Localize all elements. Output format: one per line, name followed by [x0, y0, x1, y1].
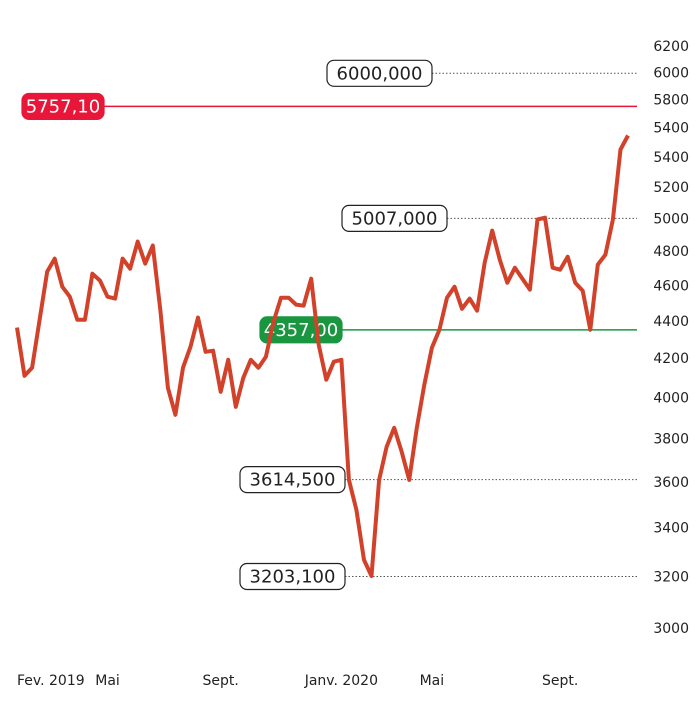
annotation-label: 3203,100	[250, 566, 336, 587]
annotation-box	[239, 466, 346, 494]
y-tick-label: 5400	[653, 150, 689, 166]
y-tick-label: 4800	[653, 244, 689, 260]
annotation-label: 3614,500	[250, 470, 336, 491]
annotation-box	[239, 562, 346, 591]
x-tick-label: Mai	[420, 673, 445, 689]
y-tick-label: 3200	[653, 569, 689, 585]
y-tick-label: 4400	[653, 314, 689, 330]
x-tick-label: Mai	[95, 673, 120, 689]
x-tick-label: Fev. 2019	[17, 673, 85, 689]
annotation-label: 5007,000	[352, 208, 438, 229]
y-tick-label: 4200	[653, 351, 689, 367]
y-tick-label: 4000	[653, 390, 689, 406]
y-tick-label: 5400	[653, 121, 689, 137]
annotation-box	[21, 92, 105, 121]
y-tick-label: 3600	[653, 475, 689, 491]
x-tick-label: Sept.	[203, 673, 239, 689]
y-tick-label: 4600	[653, 278, 689, 294]
price-line	[15, 134, 630, 578]
annotation-label: 5757,10	[26, 96, 100, 117]
y-tick-label: 5800	[653, 92, 689, 108]
annotation-label: 6000,000	[337, 63, 423, 84]
annotation-box	[326, 59, 433, 87]
y-tick-label: 3800	[653, 431, 689, 447]
y-tick-label: 5200	[653, 180, 689, 196]
annotation-box	[341, 204, 448, 232]
y-tick-label: 6000	[653, 65, 689, 81]
x-tick-label: Sept.	[542, 673, 578, 689]
y-tick-label: 3400	[653, 521, 689, 537]
y-tick-label: 6200	[653, 39, 689, 55]
y-tick-label: 5000	[653, 211, 689, 227]
x-tick-label: Janv. 2020	[304, 673, 378, 689]
y-tick-label: 3000	[653, 621, 689, 637]
annotation-box	[259, 316, 343, 344]
